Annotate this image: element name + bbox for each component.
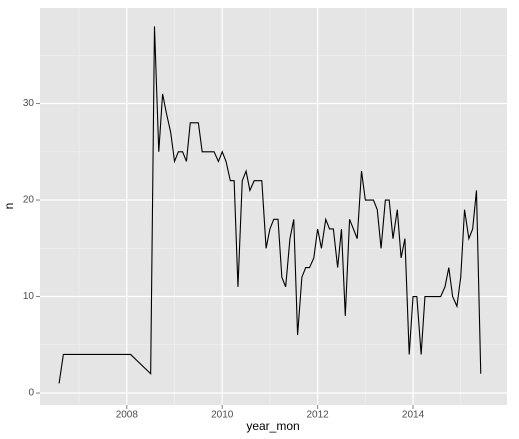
- line: [58, 26, 482, 384]
- y-tick-label: 10: [23, 291, 35, 302]
- x-axis-title: year_mon: [246, 419, 299, 433]
- x-tick-label: 2014: [402, 410, 425, 421]
- y-tick-label: 30: [23, 98, 35, 109]
- x-tick-label: 2008: [116, 410, 139, 421]
- panel: [40, 8, 507, 405]
- x-tick-label: 2012: [306, 410, 329, 421]
- x-tick-label: 2010: [211, 410, 234, 421]
- y-tick-label: 0: [28, 388, 34, 399]
- y-tick-label: 20: [23, 195, 35, 206]
- y-axis-title: n: [2, 203, 16, 210]
